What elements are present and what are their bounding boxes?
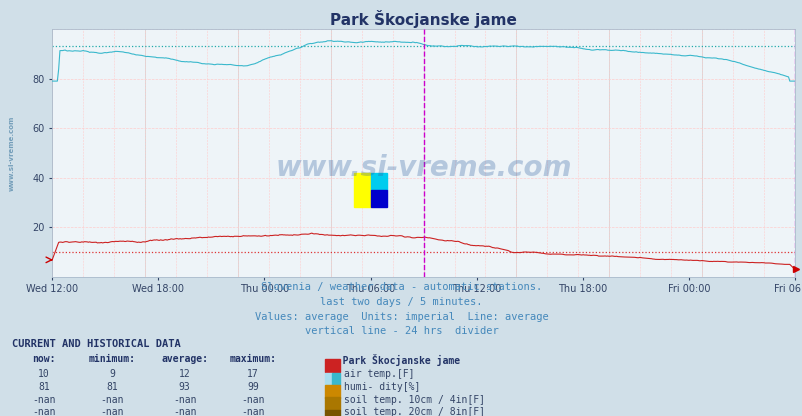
Bar (325, 410, 339, 416)
Text: CURRENT AND HISTORICAL DATA: CURRENT AND HISTORICAL DATA (12, 339, 180, 349)
Bar (370, 173, 387, 190)
Text: soil temp. 20cm / 8in[F]: soil temp. 20cm / 8in[F] (343, 406, 484, 416)
Text: -nan: -nan (241, 395, 265, 405)
Title: Park Škocjanske jame: Park Škocjanske jame (330, 10, 516, 28)
Text: humi- dity[%]: humi- dity[%] (343, 382, 419, 392)
Text: now:: now: (32, 354, 56, 364)
Bar (325, 385, 339, 398)
Text: Values: average  Units: imperial  Line: average: Values: average Units: imperial Line: av… (254, 312, 548, 322)
Text: soil temp. 10cm / 4in[F]: soil temp. 10cm / 4in[F] (343, 395, 484, 405)
Text: -nan: -nan (172, 406, 196, 416)
Text: 9: 9 (109, 369, 115, 379)
Text: 17: 17 (247, 369, 258, 379)
Text: average:: average: (161, 354, 208, 364)
Text: 93: 93 (179, 382, 190, 392)
Text: air temp.[F]: air temp.[F] (343, 369, 414, 379)
Text: vertical line - 24 hrs  divider: vertical line - 24 hrs divider (304, 326, 498, 336)
Bar (325, 397, 339, 410)
Text: 81: 81 (107, 382, 118, 392)
Bar (370, 190, 387, 207)
Text: -nan: -nan (32, 395, 56, 405)
Text: www.si-vreme.com: www.si-vreme.com (275, 154, 571, 182)
Text: 81: 81 (38, 382, 50, 392)
Text: Park Škocjanske jame: Park Škocjanske jame (325, 354, 460, 366)
Text: -nan: -nan (100, 406, 124, 416)
Text: maximum:: maximum: (229, 354, 276, 364)
Text: 99: 99 (247, 382, 258, 392)
Bar (325, 359, 339, 372)
Bar (332, 373, 339, 385)
Text: Slovenia / weather data - automatic stations.: Slovenia / weather data - automatic stat… (261, 282, 541, 292)
Text: minimum:: minimum: (89, 354, 136, 364)
Bar (354, 173, 370, 207)
Bar (325, 373, 332, 385)
Text: last two days / 5 minutes.: last two days / 5 minutes. (320, 297, 482, 307)
Text: www.si-vreme.com: www.si-vreme.com (8, 115, 14, 191)
Text: 12: 12 (179, 369, 190, 379)
Text: -nan: -nan (32, 406, 56, 416)
Text: -nan: -nan (172, 395, 196, 405)
Text: 10: 10 (38, 369, 50, 379)
Text: -nan: -nan (100, 395, 124, 405)
Text: -nan: -nan (241, 406, 265, 416)
